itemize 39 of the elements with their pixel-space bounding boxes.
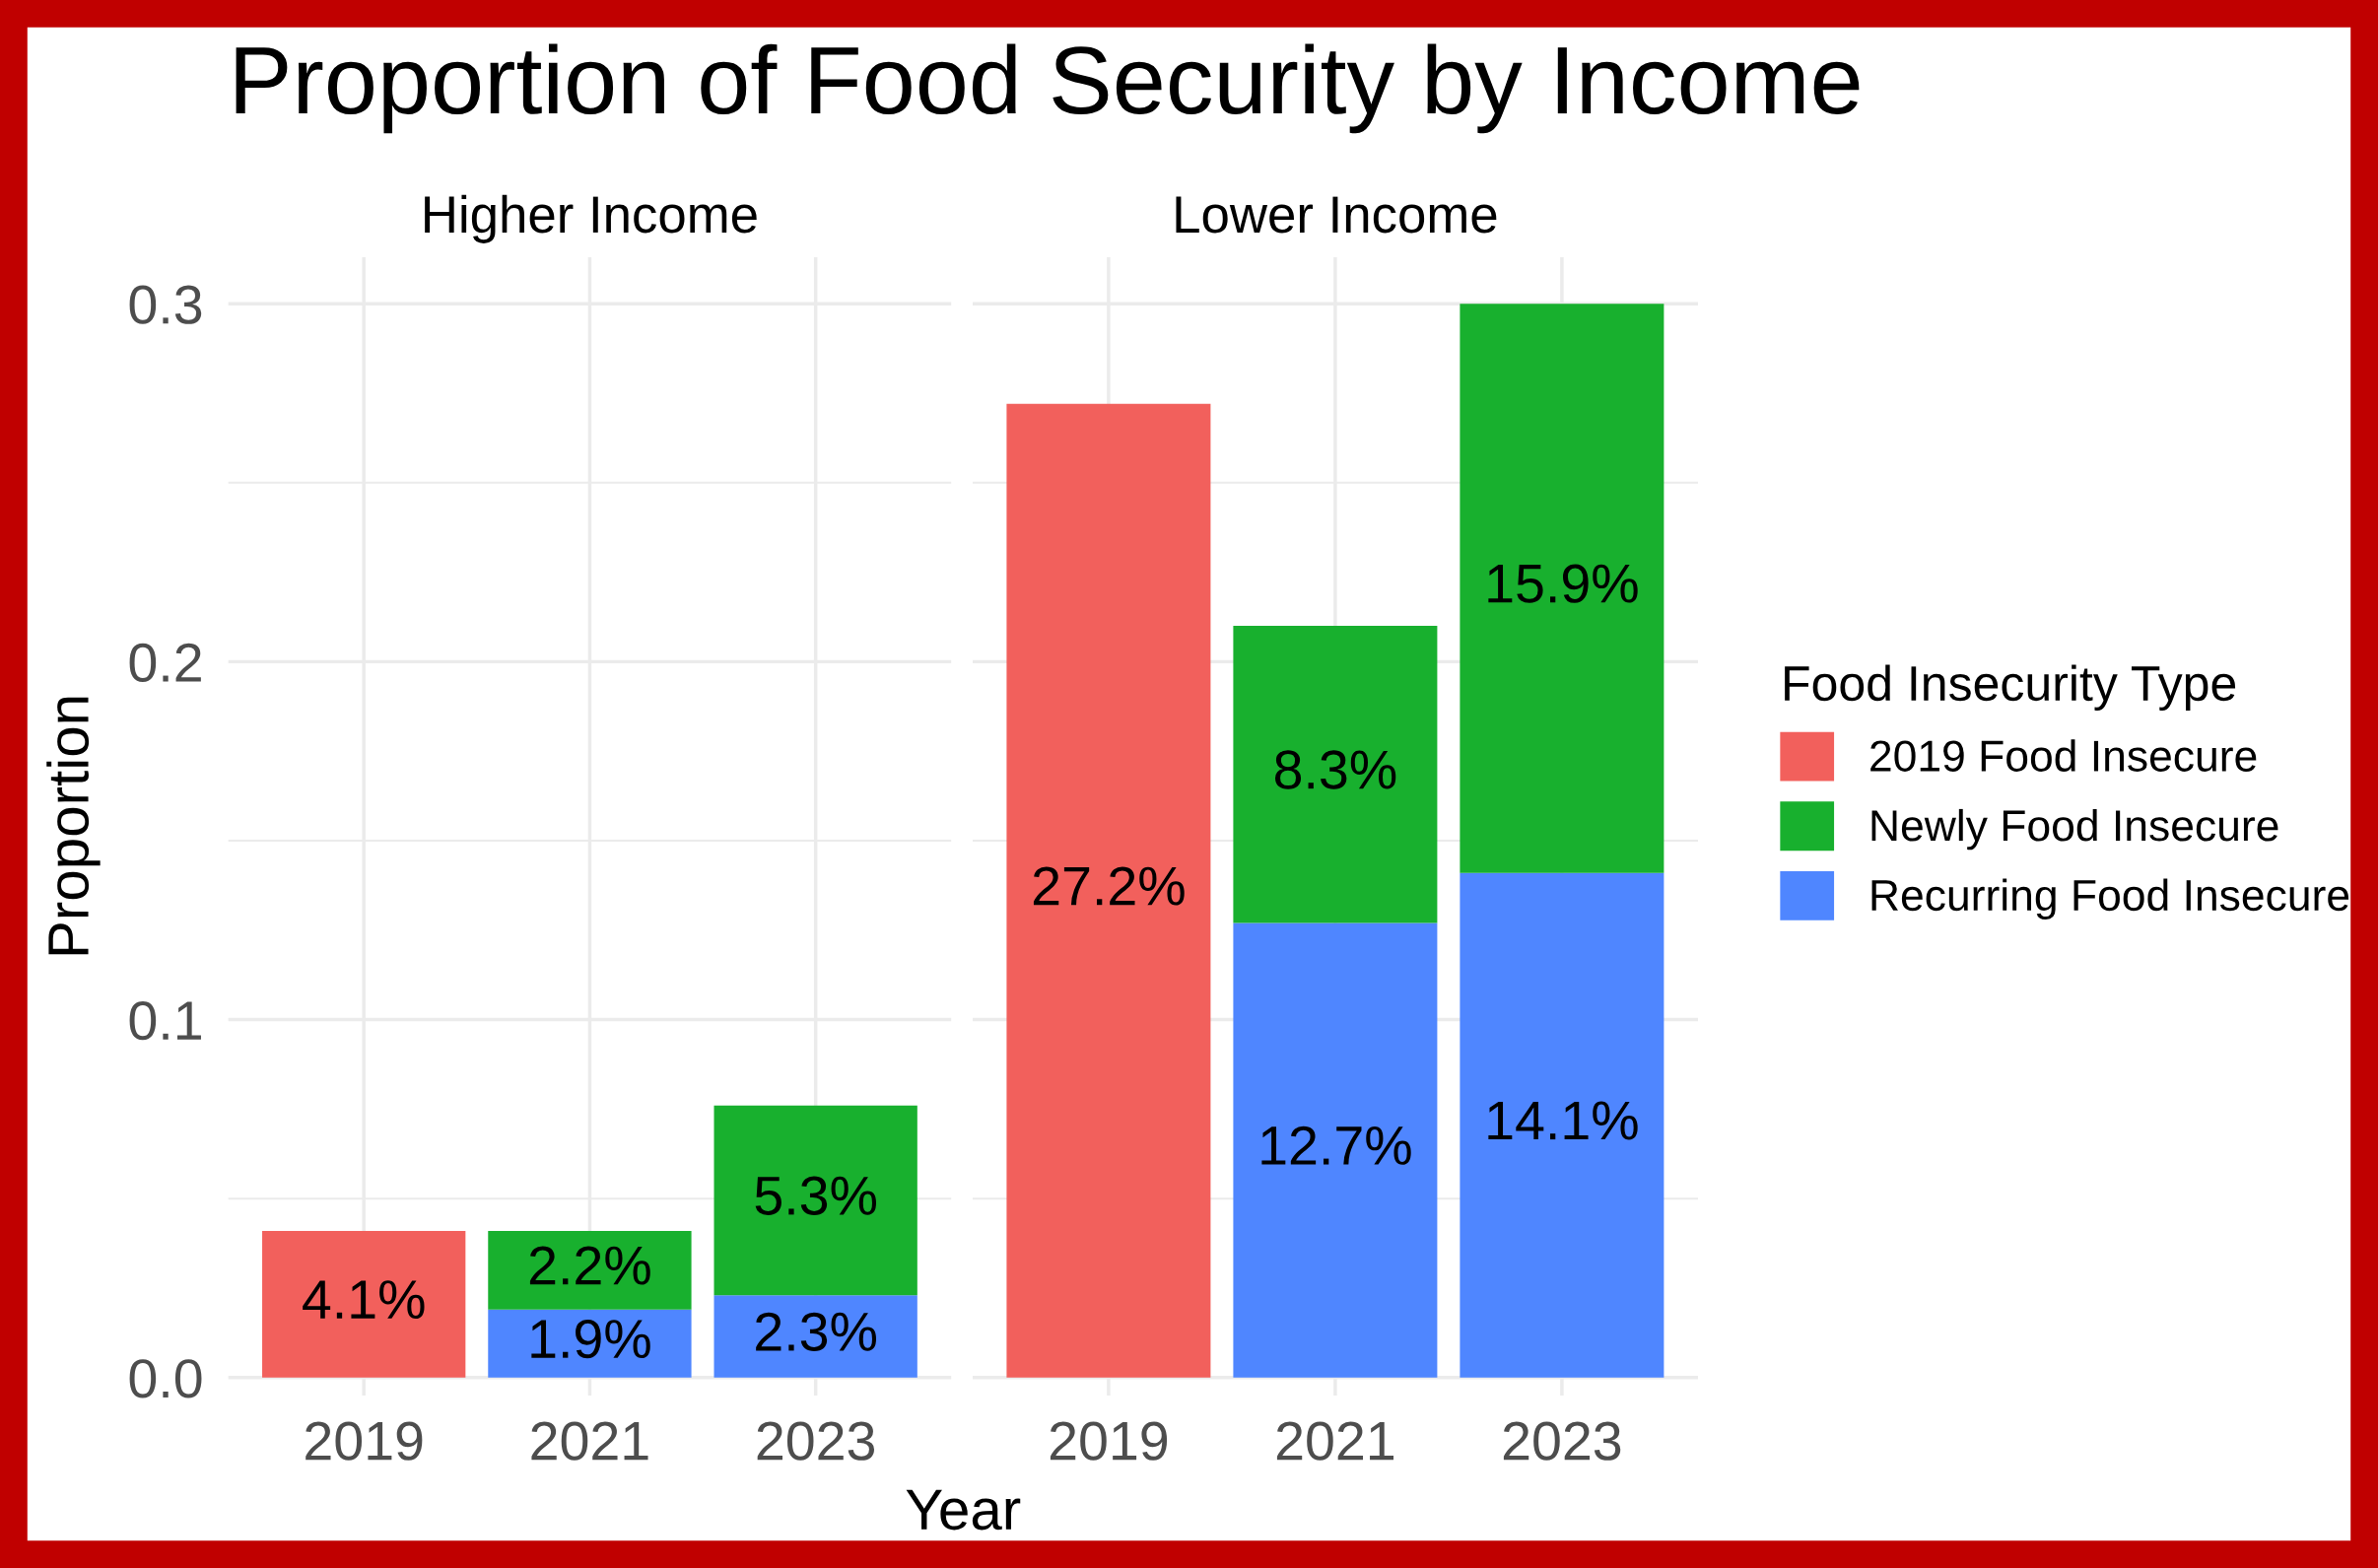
data-label: 14.1% (1488, 1101, 1638, 1140)
chart-subtitle: Higher Income (425, 194, 757, 243)
legend-title: Food Insecurity Type (1785, 664, 2236, 712)
x-tick-label: 2023 (757, 1421, 875, 1461)
data-label: 12.7% (1261, 1125, 1411, 1165)
data-label: 2.2% (529, 1246, 650, 1285)
legend-label: Recurring Food Insecure (1871, 878, 2349, 920)
bar (713, 1295, 917, 1378)
chart-title: Proportion of Food Security by Income (236, 43, 1860, 134)
bar (713, 1105, 917, 1296)
data-label: 15.9% (1488, 564, 1638, 603)
y-tick-label: 0.0 (129, 1359, 202, 1398)
y-tick-label: 0.2 (129, 643, 201, 683)
x-tick-label: 2019 (306, 1421, 423, 1461)
chart-subtitle: Lower Income (1176, 196, 1497, 234)
bar (488, 1230, 692, 1310)
legend-label: 2019 Food Insecure (1870, 739, 2257, 772)
x-tick-label: 2021 (531, 1421, 648, 1461)
y-tick-label: 0.3 (129, 285, 202, 324)
data-label: 4.1% (303, 1280, 425, 1320)
legend-label: Newly Food Insecure (1871, 808, 2278, 851)
data-label: 2.3% (756, 1312, 876, 1351)
x-tick-label: 2023 (1503, 1421, 1621, 1461)
data-label: 27.2% (1033, 866, 1185, 906)
x-axis-title: Year (906, 1489, 1021, 1531)
bar (1006, 403, 1211, 1378)
bar (1233, 626, 1438, 923)
data-label: 5.3% (755, 1176, 876, 1215)
bar (1460, 304, 1665, 873)
bar (1233, 922, 1438, 1378)
bar (262, 1230, 466, 1378)
data-label: 1.9% (531, 1319, 650, 1359)
y-tick-label: 0.1 (129, 1000, 201, 1041)
x-tick-label: 2021 (1276, 1421, 1393, 1461)
x-tick-label: 2019 (1050, 1421, 1168, 1461)
y-axis-title: Proportion (46, 697, 101, 955)
data-label: 8.3% (1275, 750, 1396, 789)
bar (1460, 872, 1665, 1378)
bar (488, 1309, 692, 1378)
